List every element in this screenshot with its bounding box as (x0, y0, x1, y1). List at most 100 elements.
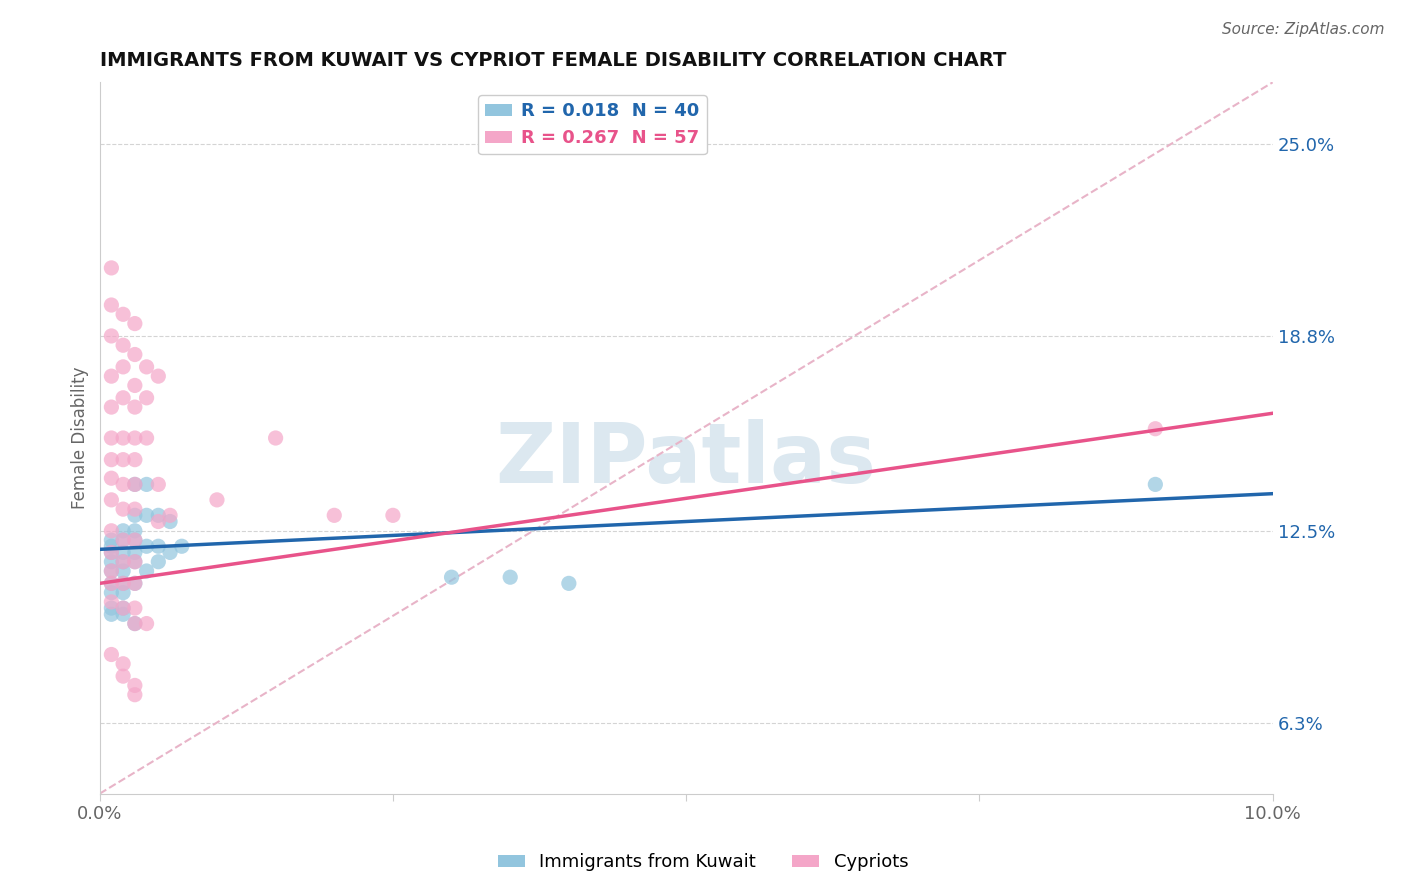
Point (159, 515, 181, 529)
Point (112, 391, 135, 405)
Point (100, 564, 122, 578)
Point (124, 317, 146, 331)
Point (124, 452, 146, 467)
Point (148, 477, 170, 491)
Point (100, 539, 122, 553)
Point (100, 564, 122, 578)
Point (100, 492, 122, 507)
Point (205, 492, 228, 507)
Point (112, 607, 135, 622)
Point (112, 555, 135, 569)
Point (100, 585, 122, 599)
Point (159, 508, 181, 523)
Point (135, 431, 157, 445)
Point (124, 502, 146, 516)
Point (100, 471, 122, 485)
Point (112, 585, 135, 599)
Point (135, 359, 157, 374)
Point (148, 369, 170, 384)
Point (264, 431, 287, 445)
Point (124, 678, 146, 692)
Point (148, 555, 170, 569)
Point (100, 555, 122, 569)
Point (100, 545, 122, 559)
Point (112, 657, 135, 671)
Point (100, 607, 122, 622)
Point (100, 431, 122, 445)
Point (323, 508, 346, 523)
Point (148, 508, 170, 523)
Point (124, 688, 146, 702)
Point (148, 515, 170, 529)
Point (124, 533, 146, 547)
Point (112, 576, 135, 591)
Point (1144, 477, 1167, 491)
Point (124, 555, 146, 569)
Point (112, 431, 135, 445)
Point (124, 533, 146, 547)
Point (112, 555, 135, 569)
Point (148, 539, 170, 553)
Point (135, 616, 157, 631)
Text: IMMIGRANTS FROM KUWAIT VS CYPRIOT FEMALE DISABILITY CORRELATION CHART: IMMIGRANTS FROM KUWAIT VS CYPRIOT FEMALE… (100, 51, 1007, 70)
Point (100, 298, 122, 312)
Point (112, 502, 135, 516)
Point (440, 570, 463, 584)
Point (112, 564, 135, 578)
Point (170, 539, 193, 553)
Point (100, 545, 122, 559)
Point (124, 616, 146, 631)
Point (100, 648, 122, 662)
Point (100, 452, 122, 467)
Point (112, 669, 135, 683)
Point (100, 595, 122, 609)
Point (124, 616, 146, 631)
Point (100, 329, 122, 343)
Point (112, 359, 135, 374)
Point (135, 391, 157, 405)
Point (124, 524, 146, 538)
Point (124, 508, 146, 523)
Point (112, 533, 135, 547)
Point (124, 601, 146, 615)
Point (100, 601, 122, 615)
Legend: R = 0.018  N = 40, R = 0.267  N = 57: R = 0.018 N = 40, R = 0.267 N = 57 (478, 95, 707, 154)
Text: ZIPatlas: ZIPatlas (496, 419, 877, 500)
Point (124, 545, 146, 559)
Y-axis label: Female Disability: Female Disability (72, 367, 89, 509)
Point (124, 378, 146, 392)
Point (100, 576, 122, 591)
Point (100, 369, 122, 384)
Point (112, 524, 135, 538)
Point (135, 508, 157, 523)
Point (135, 477, 157, 491)
Point (112, 576, 135, 591)
Point (124, 400, 146, 414)
Point (100, 524, 122, 538)
Point (112, 477, 135, 491)
Point (124, 576, 146, 591)
Point (499, 570, 522, 584)
Point (124, 347, 146, 361)
Point (135, 564, 157, 578)
Point (124, 431, 146, 445)
Point (112, 452, 135, 467)
Point (381, 508, 404, 523)
Point (124, 555, 146, 569)
Point (135, 539, 157, 553)
Point (112, 601, 135, 615)
Point (1144, 422, 1167, 436)
Point (112, 533, 135, 547)
Point (124, 576, 146, 591)
Point (159, 545, 181, 559)
Point (100, 576, 122, 591)
Legend: Immigrants from Kuwait, Cypriots: Immigrants from Kuwait, Cypriots (491, 847, 915, 879)
Point (100, 260, 122, 275)
Point (558, 576, 581, 591)
Text: Source: ZipAtlas.com: Source: ZipAtlas.com (1222, 22, 1385, 37)
Point (100, 400, 122, 414)
Point (112, 545, 135, 559)
Point (112, 338, 135, 352)
Point (112, 307, 135, 321)
Point (100, 533, 122, 547)
